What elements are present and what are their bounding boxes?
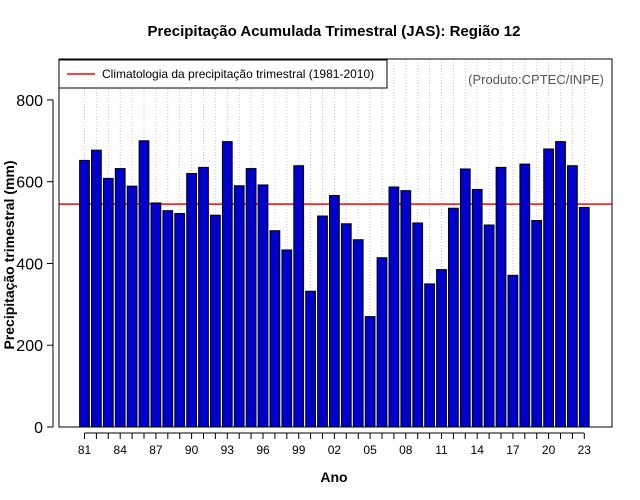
bar-15: [483, 224, 495, 428]
x-tick-label: 96: [256, 443, 270, 457]
x-axis-title: Ano: [320, 469, 347, 485]
x-tick-label: 23: [578, 443, 592, 457]
bar-17: [507, 274, 519, 428]
x-tick-label: 81: [78, 443, 92, 457]
bar-13: [459, 168, 471, 428]
bar-81: [79, 159, 90, 428]
bar-09: [412, 222, 424, 428]
bar-92: [210, 214, 221, 428]
bar-91: [198, 166, 209, 428]
y-tick-label: 400: [16, 256, 43, 273]
bar-82: [91, 149, 102, 428]
x-axis: 81 84 87 90 93 96 99 02 05 08 11 14 17 20 23: [78, 432, 592, 457]
bar-89: [174, 213, 186, 428]
bar-07: [388, 186, 400, 428]
x-tick-label: 90: [185, 443, 199, 457]
plot-frame: [58, 58, 613, 428]
bar-95: [245, 168, 257, 428]
bar-04: [352, 239, 364, 428]
bar-05: [364, 316, 376, 428]
x-tick-label: 99: [292, 443, 306, 457]
x-tick-label: 08: [399, 443, 413, 457]
y-axis-title: Precipitação trimestral (mm): [1, 160, 17, 349]
bar-94: [233, 185, 245, 428]
bar-96: [257, 184, 269, 428]
bar-18: [519, 163, 531, 428]
bar-97: [269, 230, 281, 428]
bar-99: [293, 165, 305, 428]
bar-90: [186, 172, 197, 428]
bars: [79, 140, 590, 428]
y-tick-label: 0: [34, 420, 43, 437]
bar-02: [329, 195, 340, 428]
bar-93: [221, 141, 233, 428]
x-tick-label: 05: [363, 443, 377, 457]
bar-10: [424, 283, 435, 428]
bar-98: [281, 249, 293, 428]
bar-16: [495, 166, 507, 428]
bar-01: [317, 215, 328, 428]
bar-22: [567, 165, 578, 428]
bar-88: [162, 210, 174, 428]
y-tick-label: 200: [16, 338, 43, 355]
legend-box: [58, 59, 388, 89]
credit-text: (Produto:CPTEC/INPE): [468, 72, 604, 87]
x-tick-label: 17: [506, 443, 520, 457]
legend: Climatologia da precipitação trimestral …: [58, 59, 388, 89]
x-tick-label: 14: [471, 443, 485, 457]
bar-12: [448, 207, 459, 428]
bar-14: [471, 188, 483, 428]
bar-06: [376, 257, 388, 428]
bar-23: [578, 206, 590, 428]
bar-86: [138, 140, 150, 428]
chart-title: Precipitação Acumulada Trimestral (JAS):…: [148, 23, 521, 40]
bar-11: [436, 269, 447, 428]
y-tick-label: 800: [16, 93, 43, 110]
bar-08: [400, 190, 412, 428]
y-axis: 0 200 400 600 800: [16, 93, 54, 437]
x-tick-label: 84: [114, 443, 128, 457]
x-tick-label: 20: [542, 443, 556, 457]
x-tick-label: 02: [328, 443, 342, 457]
x-tick-label: 11: [435, 443, 448, 457]
bar-87: [150, 202, 162, 428]
bar-84: [114, 168, 126, 428]
x-tick-label: 87: [149, 443, 163, 457]
bar-21: [555, 141, 566, 428]
bar-85: [126, 185, 138, 428]
bar-19: [531, 220, 543, 428]
bar-00: [305, 290, 316, 428]
y-tick-label: 600: [16, 175, 43, 192]
bar-20: [543, 148, 554, 428]
bar-83: [102, 177, 114, 428]
bar-03: [340, 223, 352, 428]
legend-label: Climatologia da precipitação trimestral …: [102, 67, 374, 81]
x-tick-label: 93: [221, 443, 235, 457]
